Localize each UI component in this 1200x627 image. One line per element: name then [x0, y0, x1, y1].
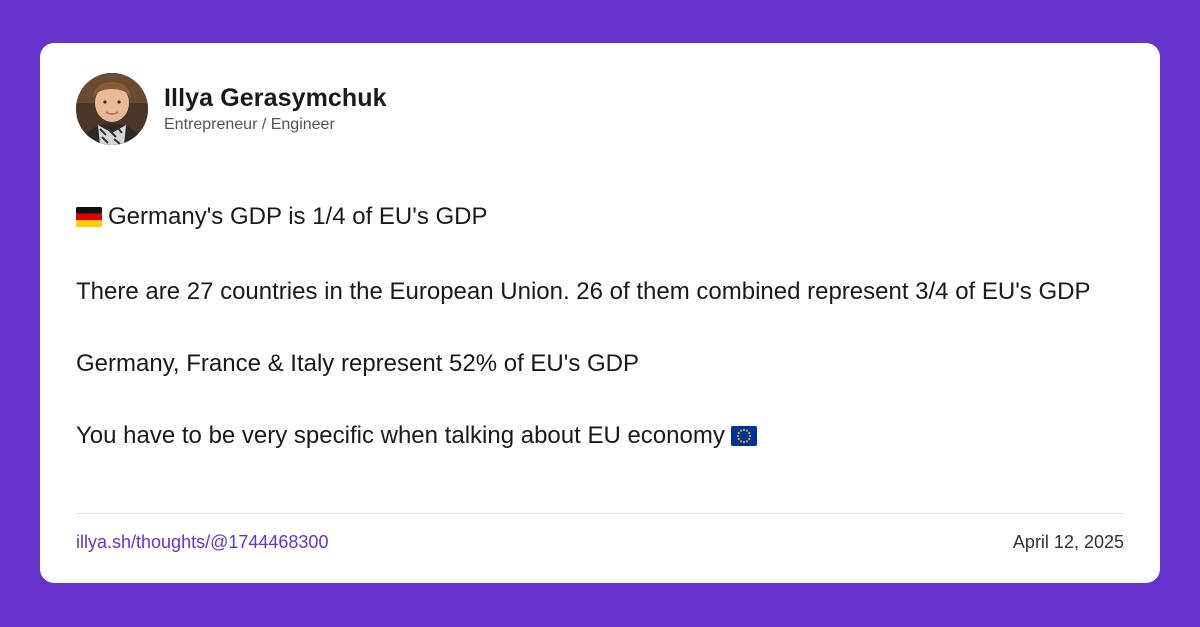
author-identity: Illya Gerasymchuk Entrepreneur / Enginee…: [164, 83, 387, 136]
post-header: Illya Gerasymchuk Entrepreneur / Enginee…: [76, 73, 387, 145]
avatar[interactable]: [76, 73, 148, 145]
post-paragraph: You have to be very specific when talkin…: [76, 419, 1126, 456]
permalink-link[interactable]: illya.sh/thoughts/@1744468300: [76, 532, 329, 552]
post-paragraph: Germany's GDP is 1/4 of EU's GDP: [76, 200, 1126, 237]
post-card: Illya Gerasymchuk Entrepreneur / Enginee…: [40, 43, 1160, 583]
eu-flag-icon: [730, 422, 757, 456]
post-paragraph-text: You have to be very specific when talkin…: [76, 422, 725, 449]
avatar-image: [76, 73, 148, 145]
post-paragraph-text: Germany's GDP is 1/4 of EU's GDP: [108, 203, 488, 230]
footer-divider: [76, 513, 1124, 514]
post-paragraph: There are 27 countries in the European U…: [76, 278, 1091, 305]
post-paragraph: Germany, France & Italy represent 52% of…: [76, 350, 640, 377]
author-name[interactable]: Illya Gerasymchuk: [164, 83, 387, 112]
post-date: April 12, 2025: [1012, 532, 1124, 552]
post-body: Germany's GDP is 1/4 of EU's GDP There a…: [76, 200, 1126, 456]
germany-flag-icon: [76, 203, 102, 237]
author-role: Entrepreneur / Engineer: [164, 115, 335, 133]
